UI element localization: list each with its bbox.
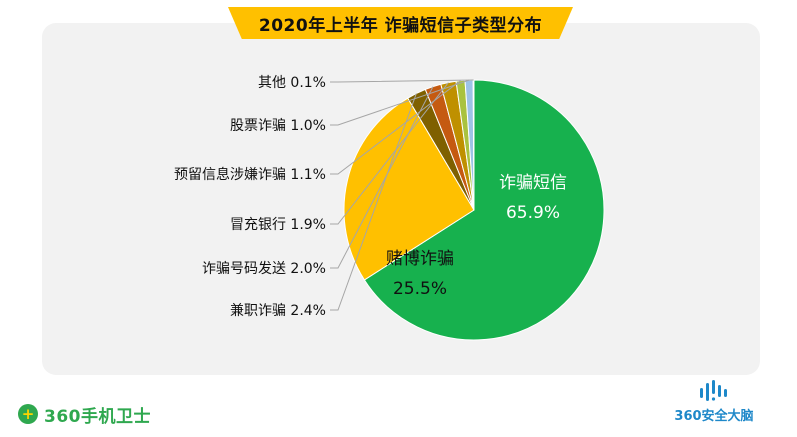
slice-1-value-label: 65.9% (506, 203, 560, 223)
slice-5-label: 冒充银行 1.9% (230, 217, 326, 233)
chart-title: 2020年上半年 诈骗短信子类型分布 (228, 7, 573, 39)
right-logo-text: 360安全大脑 (674, 409, 754, 424)
slice-7-leader-line (330, 79, 470, 126)
slice-1-label: 诈骗短信 (499, 173, 567, 193)
slice-6-label: 预留信息涉嫌诈骗 1.1% (174, 166, 326, 183)
slice-2 (343, 97, 475, 281)
slice-2-value-label: 25.5% (393, 279, 447, 299)
slice-7-label: 股票诈骗 1.0% (230, 118, 326, 134)
slice-3-label: 兼职诈骗 2.4% (230, 303, 326, 319)
slice-3-leader-line (330, 93, 417, 311)
slice-5-leader-line (330, 82, 449, 225)
plus-circle-icon: + (18, 404, 38, 424)
slice-6-leader-line (330, 80, 461, 175)
slice-1 (363, 79, 605, 341)
sound-wave-icon (700, 380, 727, 401)
slice-8-leader-line (330, 79, 474, 83)
slice-2-label: 赌博诈骗 (386, 249, 454, 269)
slice-8-label: 其他 0.1% (258, 75, 326, 91)
360-security-brain-logo: 360安全大脑 (664, 380, 764, 424)
slice-4-leader-line (330, 86, 434, 269)
left-logo-text: 360手机卫士 (44, 406, 151, 427)
slice-4-label: 诈骗号码发送 2.0% (202, 261, 326, 277)
360-mobile-guard-logo: + 360手机卫士 (18, 402, 151, 427)
